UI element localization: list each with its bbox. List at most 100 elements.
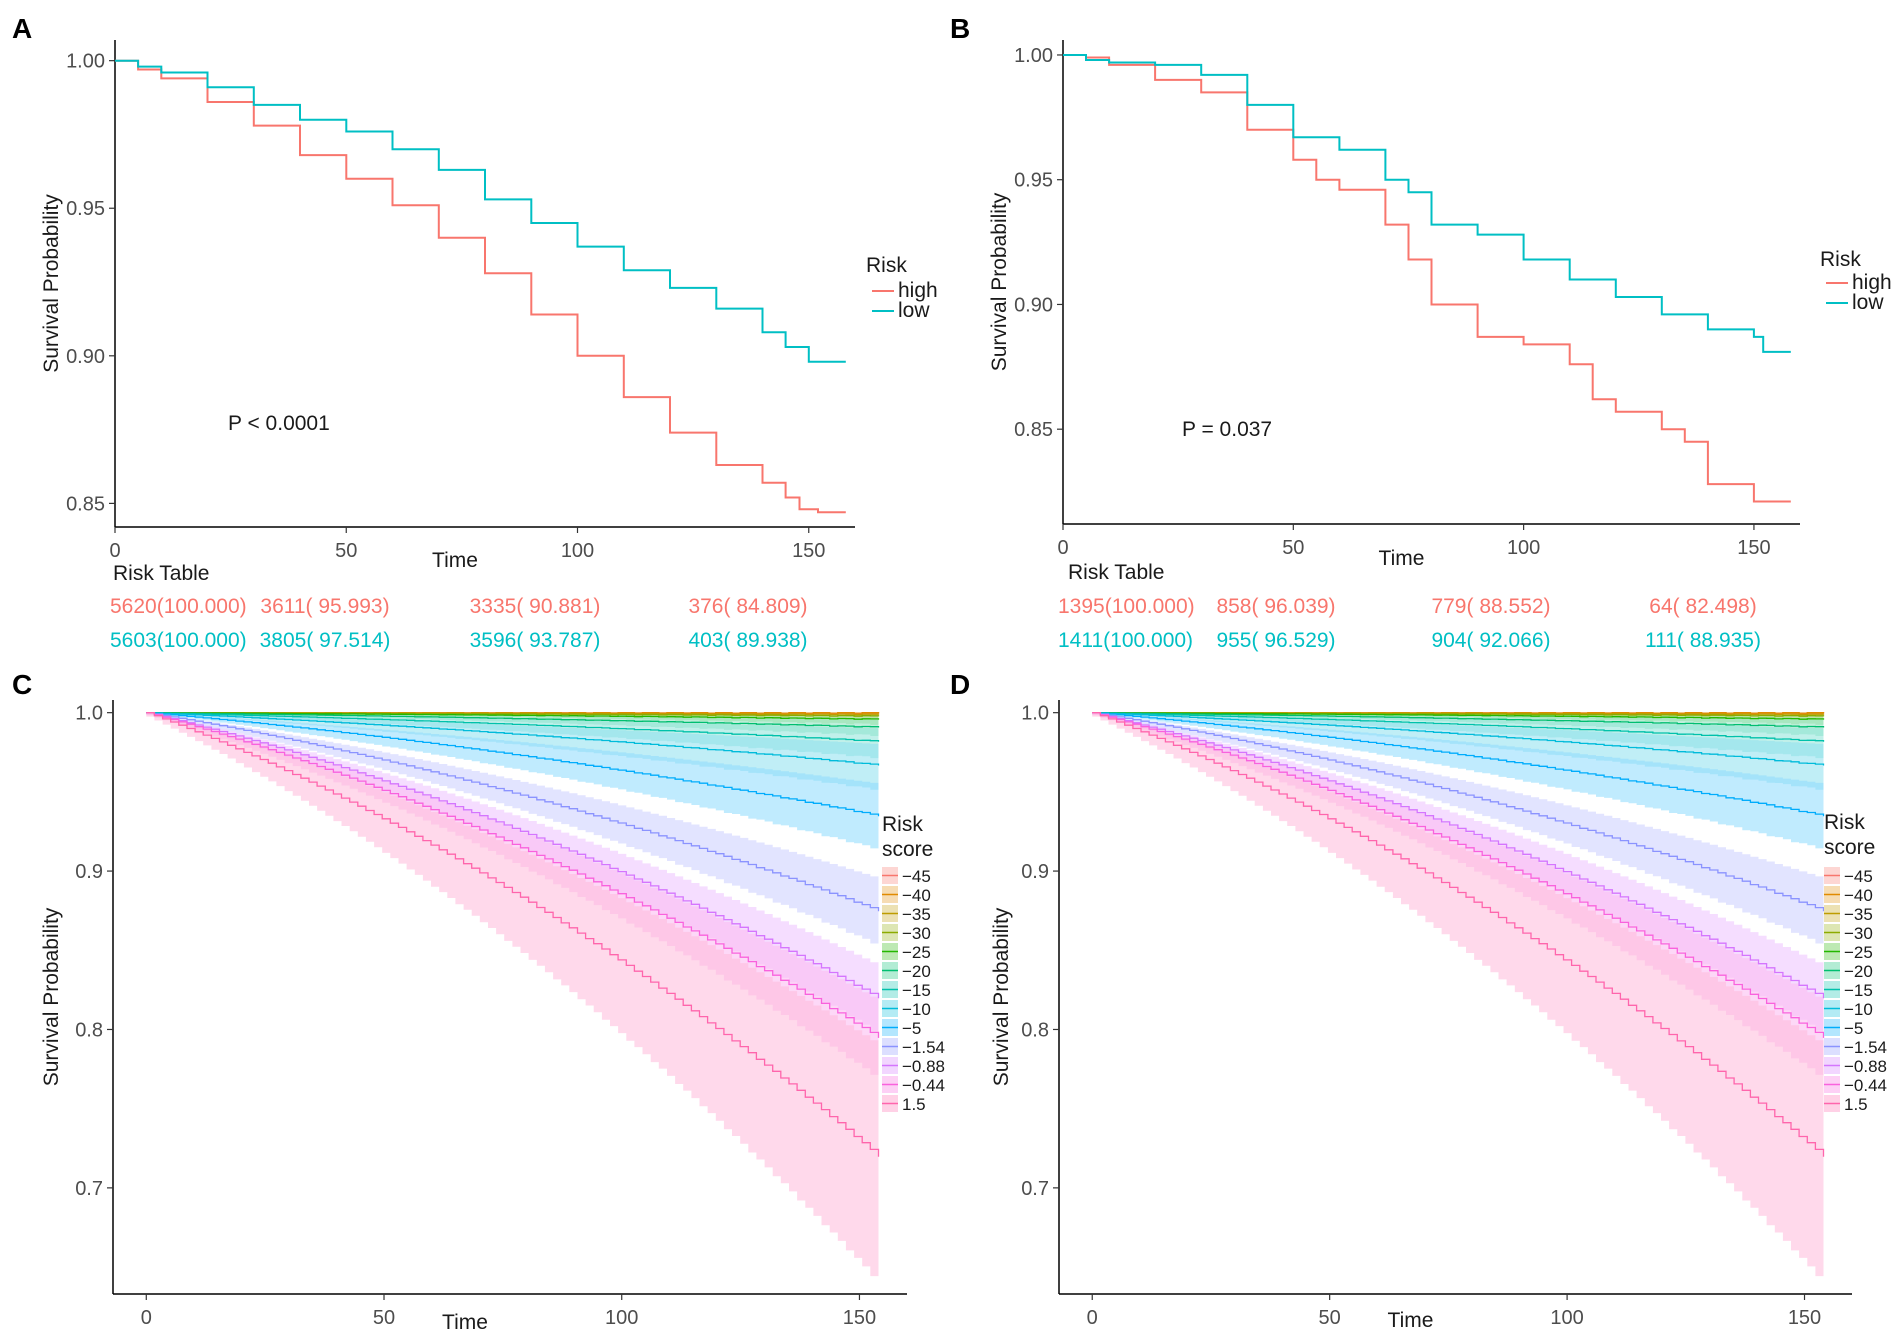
y-tick-label: 0.95 (66, 198, 105, 220)
legend-label: −25 (1844, 943, 1873, 962)
x-axis-title: Time (442, 1311, 488, 1333)
risk-table-cell: 904( 92.066) (1431, 629, 1550, 652)
risk-table-cell: 1411(100.000) (1058, 629, 1193, 652)
risk-table-cell: 5620(100.000) (110, 595, 247, 618)
legend-title: Risk (882, 813, 923, 836)
panel-b: B 0.85 0.90 0.95 1.00 0 50 100 150 Time Survival P… (950, 13, 1892, 570)
band-−25 (1092, 712, 1824, 725)
risk-table-cell: 955( 96.529) (1216, 629, 1335, 652)
panel-d: D 0.7 0.8 0.9 1.0 0 50 100 150 Time Survival Proba… (950, 669, 1887, 1332)
y-axis-title: Survival Probability (40, 194, 63, 373)
curve-−5 (146, 712, 880, 817)
panel-letter: D (950, 669, 970, 700)
panel-letter: A (12, 13, 32, 44)
curve-−0.88 (146, 712, 880, 999)
legend-label: −0.88 (902, 1057, 945, 1076)
legend-label: −1.54 (902, 1038, 945, 1057)
legend-label: −5 (1844, 1019, 1863, 1038)
risk-table-cell: 111( 88.935) (1645, 629, 1761, 652)
legend-label: −10 (902, 1000, 931, 1019)
legend-label: −30 (902, 924, 931, 943)
risk-table-cell: 3611( 95.993) (260, 595, 389, 618)
band-−15 (1092, 712, 1824, 759)
legend-label: −15 (902, 981, 931, 1000)
risk-table-cell: 5603(100.000) (110, 629, 247, 652)
y-tick-label: 0.7 (1021, 1178, 1049, 1200)
y-tick-label: 0.8 (75, 1019, 103, 1041)
risk-table-cell: 1395(100.000) (1058, 595, 1195, 618)
curve-−0.88 (1092, 712, 1825, 999)
legend-label: −5 (902, 1019, 921, 1038)
legend-label: 1.5 (1844, 1095, 1868, 1114)
legend-label: −25 (902, 943, 931, 962)
curve-−1.54 (1092, 712, 1825, 912)
x-axis-title: Time (432, 549, 478, 572)
risk-table-b: Risk Table 1395(100.000) 858( 96.039) 779( … (1058, 561, 1761, 652)
legend-label: −45 (902, 867, 931, 886)
x-tick-label: 100 (605, 1307, 638, 1329)
risk-table-a: Risk Table 5620(100.000) 3611( 95.993) 3335… (110, 562, 808, 652)
curve-−20 (146, 712, 880, 728)
risk-table-title: Risk Table (113, 562, 210, 585)
legend-label: low (898, 299, 930, 322)
y-tick-label: 0.85 (66, 493, 105, 515)
confidence-bands (146, 712, 879, 1277)
band-1.5 (1092, 712, 1824, 1277)
x-tick-label: 50 (1319, 1307, 1341, 1329)
curve-1.5 (1092, 712, 1825, 1157)
legend-title: score (1824, 836, 1875, 859)
risk-table-cell: 64( 82.498) (1649, 595, 1756, 618)
legend-label: 1.5 (902, 1095, 926, 1114)
y-tick-label: 0.9 (1021, 861, 1049, 883)
curve-1.5 (146, 712, 880, 1157)
curve-−25 (146, 712, 880, 720)
survival-curves (146, 712, 880, 1157)
legend-label: −45 (1844, 867, 1873, 886)
legend-label: low (1852, 291, 1884, 314)
p-value-annotation: P < 0.0001 (228, 412, 330, 435)
y-tick-label: 0.90 (1014, 294, 1053, 316)
band-−5 (146, 712, 879, 849)
legend-label: −35 (902, 905, 931, 924)
legend-label: −30 (1844, 924, 1873, 943)
y-tick-label: 1.0 (75, 703, 103, 725)
legend-label: −35 (1844, 905, 1873, 924)
legend-label: −0.44 (902, 1076, 945, 1095)
legend-label: high (898, 279, 938, 302)
y-tick-label: 0.7 (75, 1178, 103, 1200)
y-axis-title: Survival Probability (990, 907, 1013, 1086)
risk-table-cell: 858( 96.039) (1216, 595, 1335, 618)
x-tick-label: 0 (1057, 537, 1068, 559)
p-value-annotation: P = 0.037 (1182, 418, 1272, 441)
curve-−1.54 (146, 712, 880, 912)
x-tick-label: 150 (843, 1307, 876, 1329)
x-tick-label: 50 (1282, 537, 1304, 559)
legend-title: Risk (1824, 811, 1865, 834)
band-−20 (1092, 712, 1824, 736)
risk-table-cell: 403( 89.938) (688, 629, 807, 652)
curve-−15 (1092, 712, 1825, 742)
y-tick-label: 0.95 (1014, 170, 1053, 192)
legend-label: −40 (902, 886, 931, 905)
band-−25 (146, 712, 879, 725)
x-tick-label: 50 (373, 1307, 395, 1329)
curve-−20 (1092, 712, 1825, 728)
legend-title: score (882, 838, 933, 861)
legend-label: high (1852, 271, 1892, 294)
x-tick-label: 0 (141, 1307, 152, 1329)
curve-−0.44 (146, 712, 880, 1038)
x-tick-label: 50 (335, 540, 357, 562)
y-tick-label: 1.00 (1014, 45, 1053, 67)
risk-table-title: Risk Table (1068, 561, 1165, 584)
legend-label: −15 (1844, 981, 1873, 1000)
x-tick-label: 150 (792, 540, 825, 562)
curve-−10 (146, 712, 880, 766)
risk-table-cell: 779( 88.552) (1431, 595, 1550, 618)
survival-curve-low (115, 59, 846, 363)
y-tick-label: 0.90 (66, 346, 105, 368)
x-axis-title: Time (1388, 1309, 1434, 1332)
